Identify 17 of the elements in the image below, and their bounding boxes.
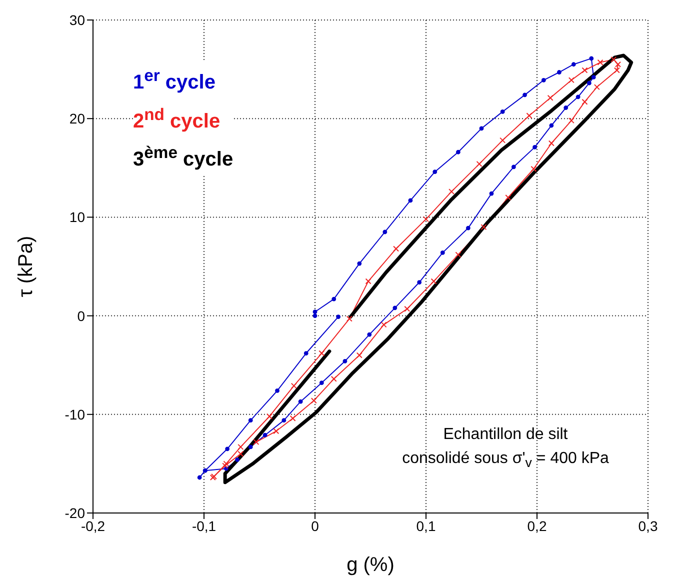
y-tick-label: 10 <box>69 209 86 226</box>
annotation: Echantillon de silt <box>442 425 569 445</box>
y-axis-title: τ (kPa) <box>15 236 38 298</box>
x-tick-label: -0,1 <box>192 518 216 534</box>
y-tick-label: 0 <box>77 308 86 324</box>
x-tick-label: 0 <box>311 518 320 534</box>
annotation: consolidé sous σ'$_{v}$ = 400 kPa <box>401 449 610 472</box>
y-tick-label: 30 <box>69 12 86 28</box>
y-tick-label: -10 <box>64 406 86 422</box>
x-axis-title: g (%) <box>346 554 394 576</box>
text: 1$^{er}$ cycle <box>133 60 234 99</box>
x-tick-label: 0,2 <box>527 518 547 534</box>
x-tick-label: 0,1 <box>416 518 436 534</box>
x-tick-label: 0,3 <box>638 518 658 534</box>
text: 3$^{ème}$ cycle <box>133 137 234 176</box>
y-tick-label: 20 <box>69 110 86 127</box>
text: 2$^{nd}$ cycle <box>133 98 234 138</box>
